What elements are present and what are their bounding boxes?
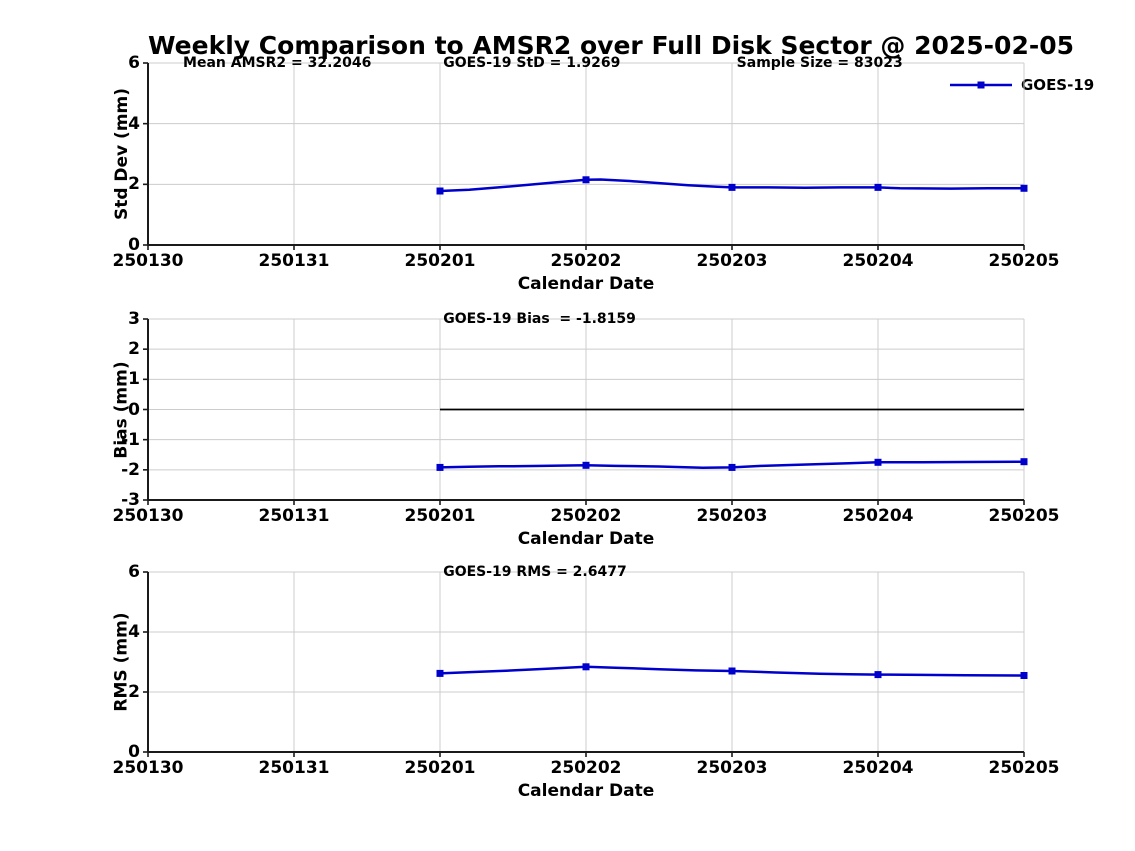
annotation-std-dev-1: GOES-19 StD = 1.9269 <box>443 55 621 71</box>
x-tick-label: 250131 <box>258 506 330 526</box>
plot-svg-bias <box>143 318 1028 505</box>
data-line-GOES-19 <box>438 460 1026 469</box>
data-marker-GOES-19 <box>1020 184 1028 192</box>
x-tick-label: 250130 <box>112 251 184 271</box>
y-tick-label: 4 <box>128 113 140 134</box>
data-line-GOES-19 <box>438 178 1026 193</box>
x-tick-label: 250205 <box>988 506 1060 526</box>
y-tick-label: -2 <box>121 459 140 480</box>
data-marker-GOES-19 <box>436 187 444 195</box>
x-tick-label: 250130 <box>112 758 184 778</box>
y-tick-label: 3 <box>128 309 140 329</box>
x-tick-label: 250205 <box>988 758 1060 778</box>
plot-svg-std-dev <box>143 62 1028 250</box>
y-tick-label: 0 <box>128 235 140 255</box>
x-tick-label: 250203 <box>696 758 768 778</box>
data-marker-GOES-19 <box>436 669 444 677</box>
y-tick-label: 0 <box>128 742 140 762</box>
figure-title: Weekly Comparison to AMSR2 over Full Dis… <box>148 31 1075 60</box>
data-marker-GOES-19 <box>1020 672 1028 679</box>
y-tick-label: 4 <box>128 622 140 642</box>
y-tick-label: 6 <box>128 53 140 73</box>
annotation-std-dev-0: Mean AMSR2 = 32.2046 <box>183 55 372 71</box>
x-tick-label: 250202 <box>550 251 622 271</box>
x-tick-label: 250204 <box>842 251 914 271</box>
x-tick-label: 250201 <box>404 758 476 778</box>
annotation-bias-0: GOES-19 Bias = -1.8159 <box>443 311 636 327</box>
y-axis-title-text: Bias (mm) <box>112 360 133 459</box>
legend-line-icon <box>950 81 1012 89</box>
x-tick-label: 250202 <box>550 506 622 526</box>
y-axis-title-text: Std Dev (mm) <box>112 87 133 221</box>
y-axis-title-text: RMS (mm) <box>112 612 133 712</box>
y-tick-label: 2 <box>128 174 140 195</box>
data-marker-GOES-19 <box>874 458 882 466</box>
annotation-std-dev-2: Sample Size = 83023 <box>736 55 903 71</box>
x-tick-label: 250205 <box>988 251 1060 271</box>
x-tick-label: 250201 <box>404 251 476 271</box>
x-tick-label: 250202 <box>550 758 622 778</box>
y-tick-label: 2 <box>128 682 140 702</box>
data-marker-GOES-19 <box>728 183 736 191</box>
annotation-rms-0: GOES-19 RMS = 2.6477 <box>443 564 627 580</box>
x-tick-label: 250201 <box>404 506 476 526</box>
x-tick-label: 250203 <box>696 506 768 526</box>
y-tick-label: 6 <box>128 562 140 582</box>
x-axis-title: Calendar Date <box>517 274 655 294</box>
data-marker-GOES-19 <box>874 183 882 191</box>
y-tick-label: 2 <box>128 339 140 360</box>
data-marker-GOES-19 <box>728 463 736 471</box>
x-tick-label: 250204 <box>842 506 914 526</box>
data-marker-GOES-19 <box>582 663 590 671</box>
legend-label: GOES-19 <box>1021 76 1095 94</box>
data-marker-GOES-19 <box>874 671 882 679</box>
x-axis-title: Calendar Date <box>517 529 655 549</box>
x-tick-label: 250204 <box>842 758 914 778</box>
y-axis-title: Bias (mm) <box>96 319 148 500</box>
y-axis-title: Std Dev (mm) <box>96 63 148 245</box>
data-marker-GOES-19 <box>1020 458 1028 466</box>
x-tick-label: 250131 <box>258 758 330 778</box>
legend: GOES-19 <box>948 76 1094 94</box>
plot-svg-rms <box>143 571 1028 757</box>
y-tick-label: 0 <box>128 399 140 420</box>
y-tick-label: -1 <box>121 429 140 450</box>
x-tick-label: 250131 <box>258 251 330 271</box>
x-axis-title: Calendar Date <box>517 781 655 801</box>
data-marker-GOES-19 <box>582 176 590 184</box>
data-marker-GOES-19 <box>436 463 444 471</box>
y-axis-title: RMS (mm) <box>96 572 148 752</box>
data-marker-GOES-19 <box>582 461 590 469</box>
y-tick-label: -3 <box>121 490 140 510</box>
data-line-GOES-19 <box>438 665 1026 677</box>
data-marker-GOES-19 <box>728 667 736 675</box>
x-tick-label: 250203 <box>696 251 768 271</box>
y-tick-label: 1 <box>128 369 140 390</box>
x-tick-label: 250130 <box>112 506 184 526</box>
